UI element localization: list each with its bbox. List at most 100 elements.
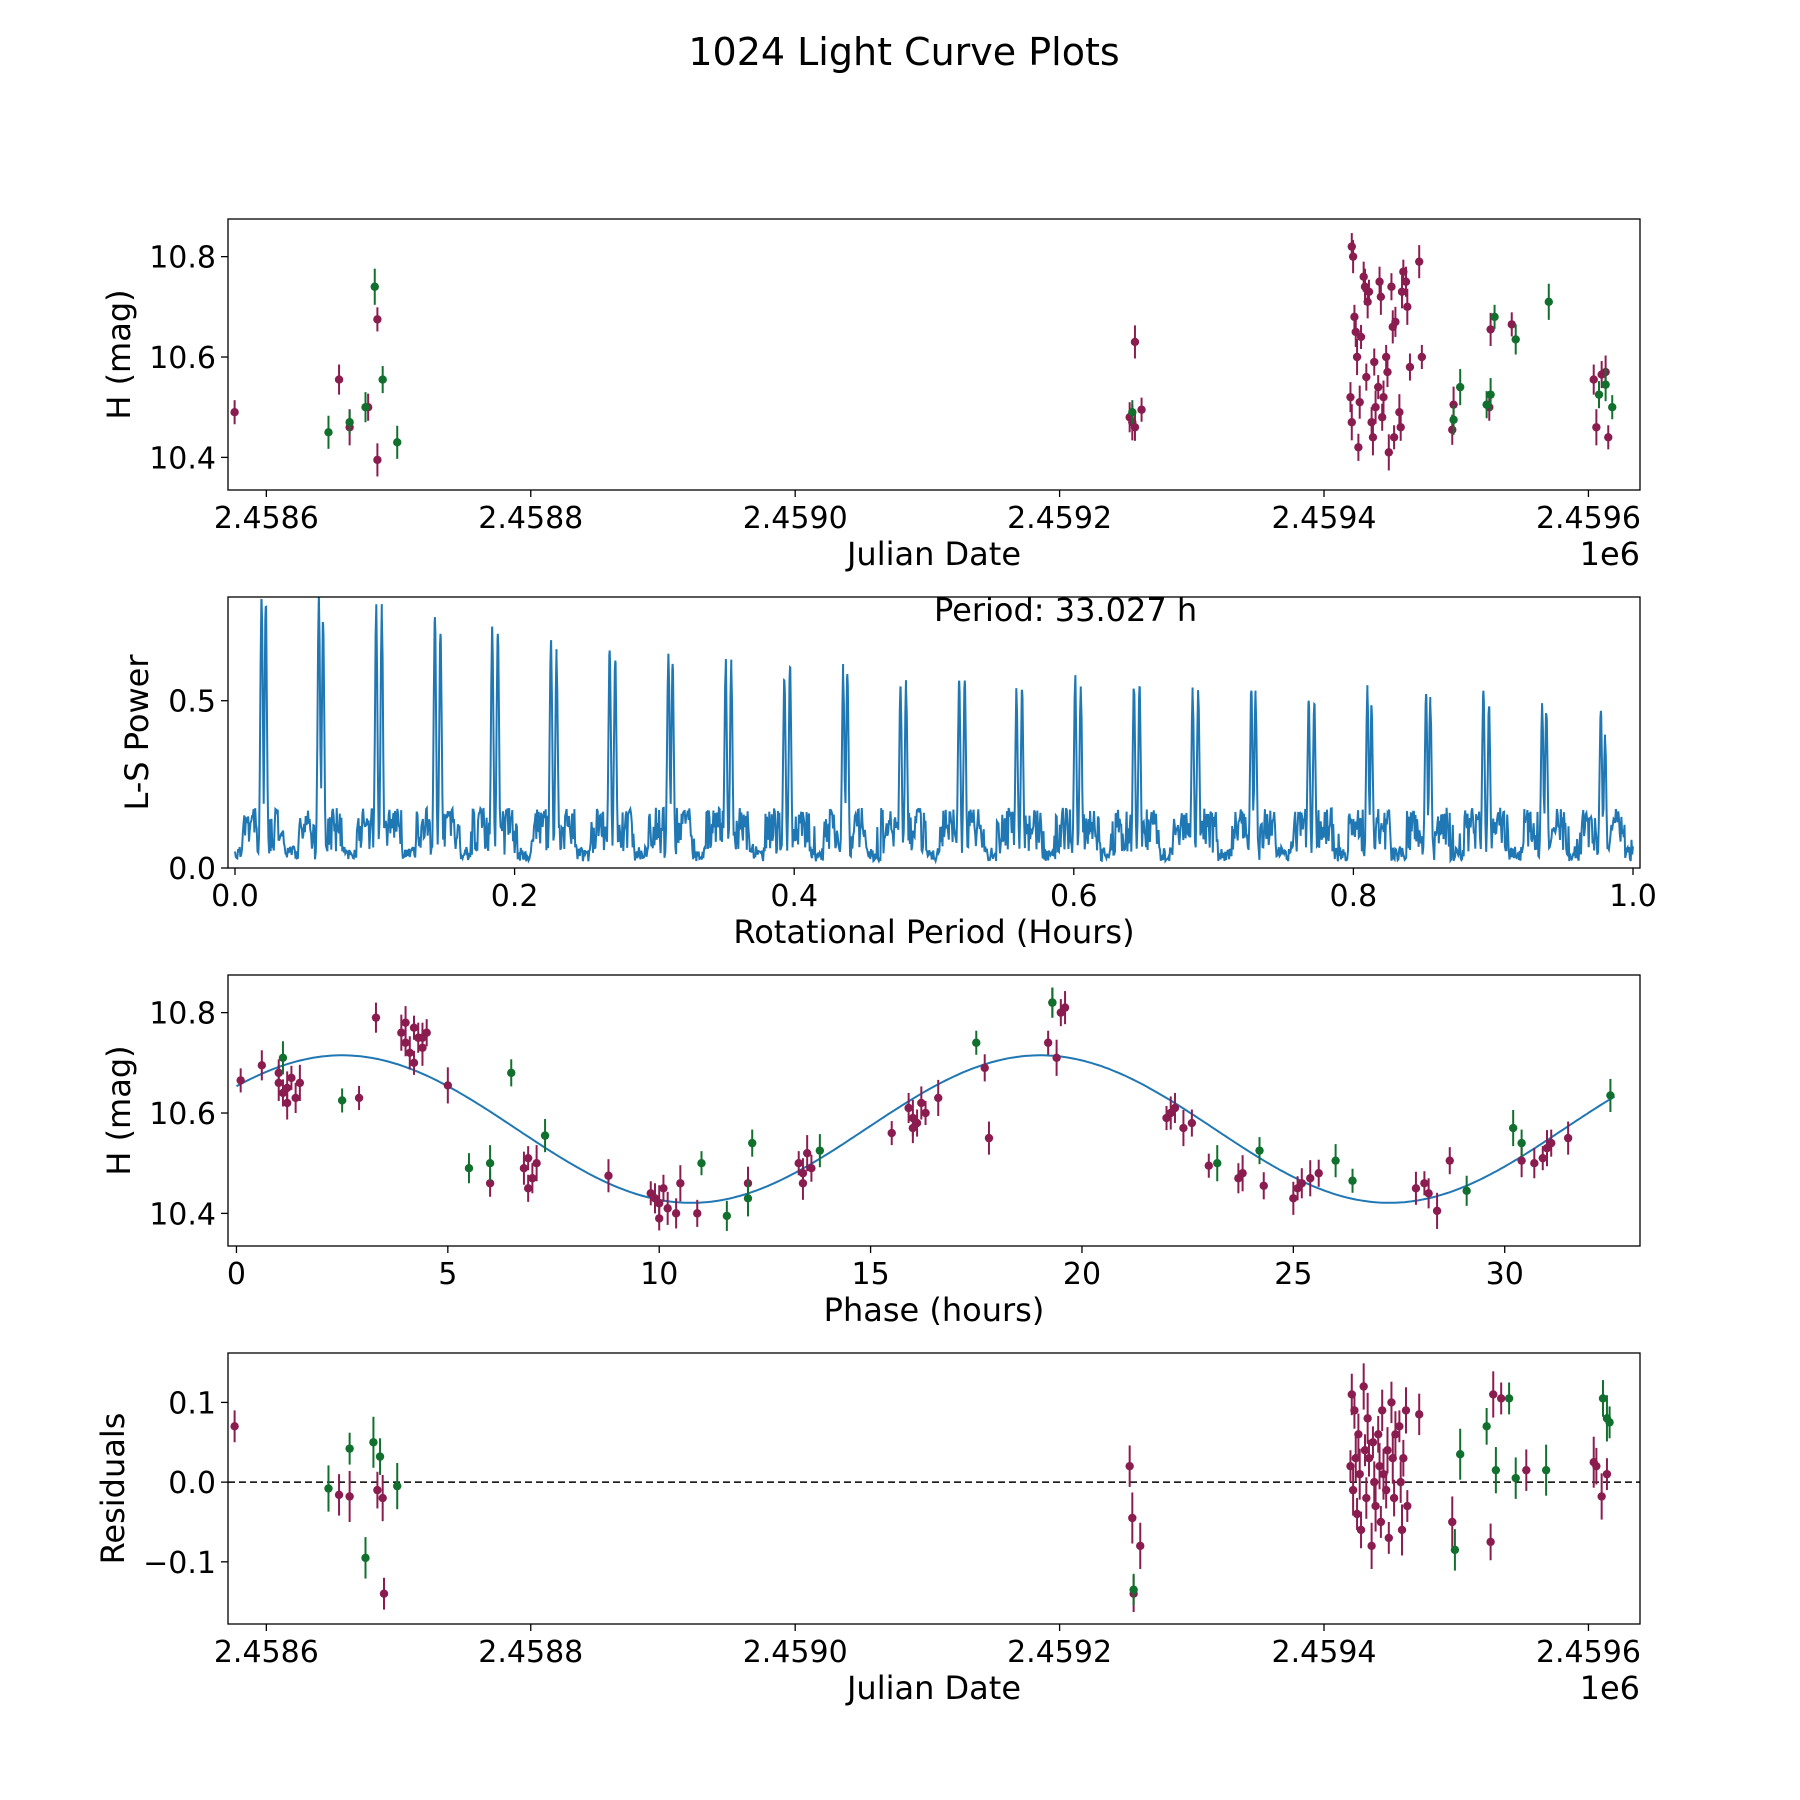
data-point — [1391, 317, 1400, 327]
data-point — [1415, 1410, 1424, 1419]
data-point — [1387, 282, 1396, 291]
y-tick-label: 0.5 — [168, 685, 216, 720]
data-point — [379, 1589, 389, 1598]
data-point — [1359, 272, 1368, 281]
data-point — [1348, 1485, 1358, 1495]
data-point — [655, 1199, 664, 1208]
data-point — [1486, 390, 1495, 399]
data-point — [361, 402, 370, 412]
data-point — [1348, 252, 1358, 261]
data-point — [1371, 1501, 1380, 1511]
data-point — [1544, 297, 1553, 307]
y-tick-label: 10.4 — [149, 1197, 216, 1232]
x-tick-label: 2.4586 — [214, 1635, 319, 1670]
data-point — [921, 1108, 930, 1118]
data-point — [1346, 392, 1355, 402]
x-tick-label: 5 — [438, 1257, 457, 1292]
data-point — [324, 428, 333, 437]
data-point — [1496, 1394, 1506, 1403]
data-point — [287, 1073, 296, 1083]
lightcurve-panel: 2.4586 2.4588 2.4590 2.4592 2.4594 2.4596 10.4… — [100, 218, 1641, 573]
data-point — [1376, 1517, 1386, 1527]
data-point — [1405, 362, 1415, 372]
y-tick-label: 0.1 — [168, 1386, 216, 1421]
data-point — [354, 1093, 364, 1103]
phase-axes-frame — [227, 974, 1641, 1247]
x-tick-label: 10 — [640, 1257, 678, 1292]
data-point — [1213, 1158, 1222, 1168]
data-point — [1391, 1430, 1400, 1439]
data-point — [1375, 277, 1384, 286]
data-point — [815, 1146, 825, 1155]
y-axis-label: H (mag) — [100, 289, 138, 419]
data-point — [1356, 1525, 1366, 1535]
data-point — [1397, 287, 1407, 296]
x-tick-label: 2.4596 — [1536, 1635, 1641, 1670]
data-point — [1381, 1485, 1391, 1495]
data-point — [1350, 1406, 1359, 1415]
data-point — [1482, 400, 1491, 409]
data-point — [917, 1098, 926, 1108]
period-annotation: Period: 33.027 h — [934, 591, 1197, 629]
data-point — [334, 375, 344, 384]
data-point — [373, 1485, 382, 1495]
data-point — [655, 1214, 664, 1223]
x-tick-label: 2.4592 — [1007, 1635, 1112, 1670]
data-point — [1129, 1585, 1138, 1594]
residuals-plot-area — [228, 1363, 1640, 1613]
data-point — [1381, 352, 1391, 362]
data-point — [1379, 392, 1388, 402]
y-tick-label: 10.8 — [149, 997, 216, 1032]
data-point — [523, 1184, 533, 1193]
y-tick-label: 10.6 — [149, 1097, 216, 1132]
model-fit-line — [236, 1054, 1616, 1204]
data-point — [1359, 1382, 1368, 1391]
data-point — [1352, 1509, 1362, 1519]
data-point — [1375, 1461, 1384, 1471]
data-point — [1297, 1179, 1306, 1188]
data-point — [1128, 1513, 1137, 1523]
data-point — [405, 1048, 414, 1057]
x-axis-label: Julian Date — [845, 1669, 1021, 1707]
data-point — [378, 375, 387, 384]
y-tick-label: 10.8 — [149, 241, 216, 276]
data-point — [1491, 1465, 1501, 1475]
data-point — [1351, 1454, 1360, 1463]
data-point — [519, 1164, 529, 1173]
data-point — [1448, 1517, 1457, 1527]
data-point — [1424, 1189, 1433, 1198]
data-point — [807, 1164, 816, 1173]
data-point — [1347, 242, 1356, 251]
x-tick-label: 30 — [1486, 1257, 1524, 1292]
x-tick-label: 0.2 — [491, 879, 539, 914]
figure-title: 1024 Light Curve Plots — [688, 30, 1119, 74]
data-point — [1538, 1153, 1547, 1163]
data-point — [1597, 1492, 1606, 1501]
data-point — [1462, 1186, 1471, 1195]
data-point — [1351, 327, 1360, 337]
data-point — [743, 1194, 753, 1203]
data-point — [1604, 433, 1613, 442]
x-tick-label: 0.0 — [211, 879, 259, 914]
data-point — [1363, 297, 1372, 307]
data-point — [1166, 1108, 1175, 1118]
data-point — [1445, 1156, 1454, 1165]
data-point — [361, 1553, 370, 1563]
data-point — [373, 315, 382, 324]
data-point — [1508, 1123, 1518, 1133]
data-point — [1356, 332, 1366, 342]
data-point — [1511, 335, 1520, 344]
data-point — [1389, 433, 1399, 442]
data-point — [409, 1023, 419, 1032]
periodogram-line — [234, 597, 1634, 865]
data-point — [693, 1209, 702, 1218]
data-point — [485, 1158, 495, 1168]
data-point — [1517, 1156, 1526, 1165]
data-point — [1255, 1146, 1264, 1155]
data-point — [1399, 1454, 1408, 1463]
periodogram-plot-area — [234, 597, 1634, 865]
data-point — [748, 1138, 757, 1148]
data-point — [295, 1078, 305, 1088]
data-point — [1598, 1394, 1608, 1403]
data-point — [1403, 302, 1412, 312]
